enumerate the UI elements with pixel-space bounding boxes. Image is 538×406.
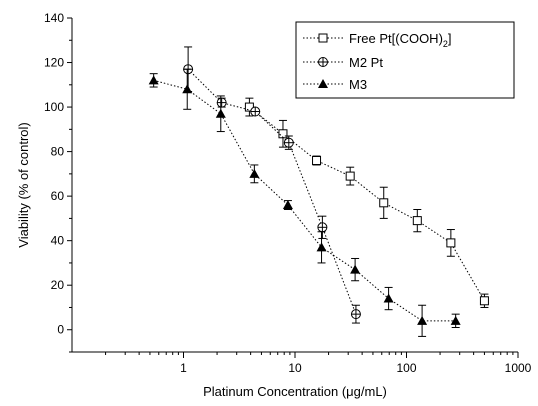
x-tick-label: 100 [396,361,416,375]
data-point [283,137,294,148]
y-axis-title: Viability (% of control) [16,122,31,247]
y-tick-label: 40 [51,234,65,248]
y-tick-label: 80 [51,145,65,159]
x-axis-ticks: 1 10 100 1000 [105,352,532,375]
legend-free-pt-prefix: Free Pt[(COOH) [349,31,443,46]
y-tick-label: 120 [44,56,64,70]
data-point [446,238,456,248]
data-point [350,264,361,274]
data-point [312,156,322,166]
x-tick-label: 10 [288,361,302,375]
legend-label-m2: M2 Pt [349,55,383,70]
x-tick-label: 1 [180,361,187,375]
data-point [148,75,159,85]
y-tick-label: 0 [57,323,64,337]
data-point [450,315,461,325]
legend-box [295,21,515,99]
data-point [417,315,428,325]
series-layer [148,46,489,337]
data-point [479,296,489,306]
series-line [153,79,456,322]
y-axis-ticks: 0 20 40 60 80 100 120 140 [44,11,72,353]
data-point [216,97,227,108]
data-point [350,309,361,320]
x-tick-label: 1000 [505,361,532,375]
y-tick-label: 60 [51,189,65,203]
legend-free-pt-suffix: ] [448,31,452,46]
series-1 [244,97,489,308]
y-tick-label: 140 [44,11,64,25]
data-point [250,106,261,117]
legend-label-m3: M3 [349,77,367,92]
legend-marker-m2 [318,57,328,67]
data-point [282,200,293,210]
legend-free-pt-sub: 2 [443,39,448,49]
series-line [187,68,357,315]
data-point [412,216,422,226]
x-axis-title: Platinum Concentration (μg/mL) [203,384,387,399]
data-point [182,84,193,94]
data-point [316,242,327,252]
data-point [215,108,226,118]
series-2 [183,46,361,324]
legend-marker-free-pt [318,33,328,43]
legend-marker-m3 [318,79,328,88]
data-point [317,222,328,233]
legend-label-free-pt: Free Pt[(COOH)2] [349,31,452,49]
series-3 [148,68,461,337]
data-point [383,293,394,303]
y-tick-label: 20 [51,278,65,292]
data-point [379,198,389,208]
data-point [345,171,355,181]
data-point [249,168,260,178]
legend: Free Pt[(COOH)2] M2 Pt M3 [295,21,515,99]
y-tick-label: 100 [44,100,64,114]
